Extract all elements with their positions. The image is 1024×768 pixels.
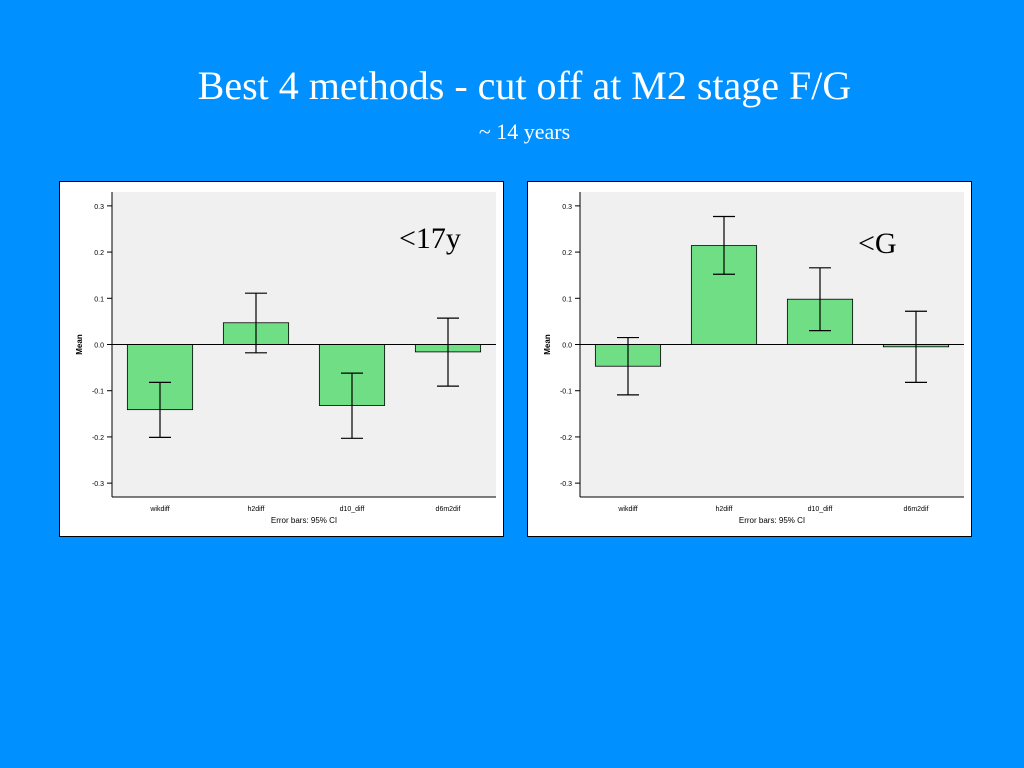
y-tick-label: 0.2	[562, 250, 572, 257]
bar-chart-under-17y: 0.3 0.2 0.1 0.0 -0.1 -0.2 -0.3 wikdiff h2diff d10…	[75, 192, 496, 525]
y-axis-label: Mean	[75, 334, 84, 355]
x-tick-label: d6m2dif	[436, 506, 461, 513]
x-tick-label: h2diff	[248, 506, 265, 513]
chart-panel-under-17y: 0.3 0.2 0.1 0.0 -0.1 -0.2 -0.3 wikdiff h2diff d10…	[59, 181, 504, 537]
x-axis-caption: Error bars: 95% CI	[739, 516, 805, 525]
x-tick-label: d6m2dif	[904, 506, 929, 513]
y-tick-label: -0.3	[560, 481, 572, 488]
y-tick-label: 0.1	[94, 296, 104, 303]
y-tick-label: 0.3	[562, 204, 572, 211]
chart-annotation: <G	[858, 227, 897, 260]
y-tick-label: -0.1	[92, 389, 104, 396]
y-tick-label: 0.3	[94, 204, 104, 211]
chart-panel-stage-g: 0.3 0.2 0.1 0.0 -0.1 -0.2 -0.3 wikdiff h2diff d10…	[527, 181, 972, 537]
x-tick-label: wikdiff	[617, 506, 637, 513]
y-tick-label: 0.2	[94, 250, 104, 257]
x-axis-caption: Error bars: 95% CI	[271, 516, 337, 525]
slide-title: Best 4 methods - cut off at M2 stage F/G	[197, 63, 852, 108]
x-tick-label: d10_diff	[808, 506, 833, 513]
x-tick-label: wikdiff	[149, 506, 169, 513]
y-tick-label: -0.2	[560, 435, 572, 442]
x-tick-label: h2diff	[716, 506, 733, 513]
y-tick-label: 0.0	[562, 343, 572, 350]
y-tick-label: -0.3	[92, 481, 104, 488]
y-tick-label: -0.2	[92, 435, 104, 442]
x-tick-label: d10_diff	[340, 506, 365, 513]
y-axis-label: Mean	[543, 334, 552, 355]
slide-subtitle: ~ 14 years	[478, 119, 571, 144]
y-tick-label: -0.1	[560, 389, 572, 396]
chart-annotation: <17y	[399, 222, 461, 255]
y-tick-label: 0.1	[562, 296, 572, 303]
bar-chart-stage-g: 0.3 0.2 0.1 0.0 -0.1 -0.2 -0.3 wikdiff h2diff d10…	[543, 192, 964, 525]
y-tick-label: 0.0	[94, 343, 104, 350]
